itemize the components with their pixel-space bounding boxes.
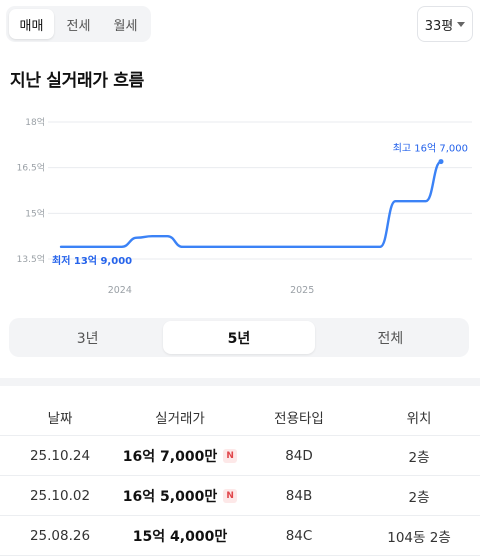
tab-range-5y[interactable]: 5년 xyxy=(163,321,315,354)
tab-sale[interactable]: 매매 xyxy=(9,9,54,39)
x-tick-label: 2024 xyxy=(108,285,132,296)
new-badge: N xyxy=(223,488,238,503)
price-trend-chart: 13.5억 15억 16.5억 18억 2024 2025 최고 16억 7,000 최… xyxy=(17,116,472,296)
table-row[interactable]: 25.10.24 16억 7,000만 N 84D 2층 xyxy=(0,436,480,476)
table-row[interactable]: 25.10.02 16억 5,000만 N 84B 2층 xyxy=(0,476,480,516)
row-location: 2층 xyxy=(408,449,430,466)
row-price: 16억 7,000만 xyxy=(122,448,218,465)
min-price-label: 최저 13억 9,000 xyxy=(52,254,132,267)
y-tick-label: 15억 xyxy=(25,207,45,219)
row-location: 2층 xyxy=(408,489,430,506)
row-price-cell: 16억 5,000만 N xyxy=(120,486,240,506)
x-tick-label: 2025 xyxy=(290,285,314,296)
area-size-label: 33평 xyxy=(424,18,454,34)
y-tick-label: 16.5억 xyxy=(17,162,45,174)
row-type: 84B xyxy=(285,487,313,504)
deal-type-tabs: 매매 전세 월세 xyxy=(6,6,151,42)
tab-jeonse[interactable]: 전세 xyxy=(66,18,91,34)
header-date: 날짜 xyxy=(47,410,73,427)
row-price-cell: 15억 4,000만 xyxy=(120,526,240,546)
row-date: 25.10.24 xyxy=(29,447,91,464)
header-type: 전용타입 xyxy=(274,410,324,427)
row-price-cell: 16억 7,000만 N xyxy=(120,446,240,466)
y-tick-label: 18억 xyxy=(25,116,45,128)
row-location: 104동 2층 xyxy=(387,529,451,546)
row-date: 25.08.26 xyxy=(29,527,91,544)
header-location: 위치 xyxy=(406,410,432,427)
max-price-label: 최고 16억 7,000 xyxy=(393,143,468,155)
new-badge: N xyxy=(223,448,238,463)
section-title: 지난 실거래가 흐름 xyxy=(10,71,144,91)
caret-down-icon xyxy=(457,22,466,27)
tab-range-3y[interactable]: 3년 xyxy=(76,330,99,347)
max-point xyxy=(438,159,444,165)
section-divider xyxy=(0,378,480,386)
row-type: 84C xyxy=(285,527,313,544)
transaction-table: 날짜 실거래가 전용타입 위치 25.10.24 16억 7,000만 N 84… xyxy=(0,398,480,556)
tab-range-all[interactable]: 전체 xyxy=(377,330,404,347)
y-tick-label: 13.5억 xyxy=(17,253,45,265)
period-range-tabs: 3년 5년 전체 xyxy=(9,318,469,357)
header-price: 실거래가 xyxy=(155,410,205,427)
table-row[interactable]: 25.08.26 15억 4,000만 84C 104동 2층 xyxy=(0,516,480,556)
table-header-row: 날짜 실거래가 전용타입 위치 xyxy=(0,398,480,436)
tab-monthly-rent[interactable]: 월세 xyxy=(113,18,138,34)
area-size-select[interactable]: 33평 xyxy=(417,6,473,42)
row-price: 16억 5,000만 xyxy=(122,488,218,505)
row-price: 15억 4,000만 xyxy=(132,528,228,545)
row-date: 25.10.02 xyxy=(29,487,91,504)
price-series-line xyxy=(59,160,443,249)
row-type: 84D xyxy=(285,447,313,464)
